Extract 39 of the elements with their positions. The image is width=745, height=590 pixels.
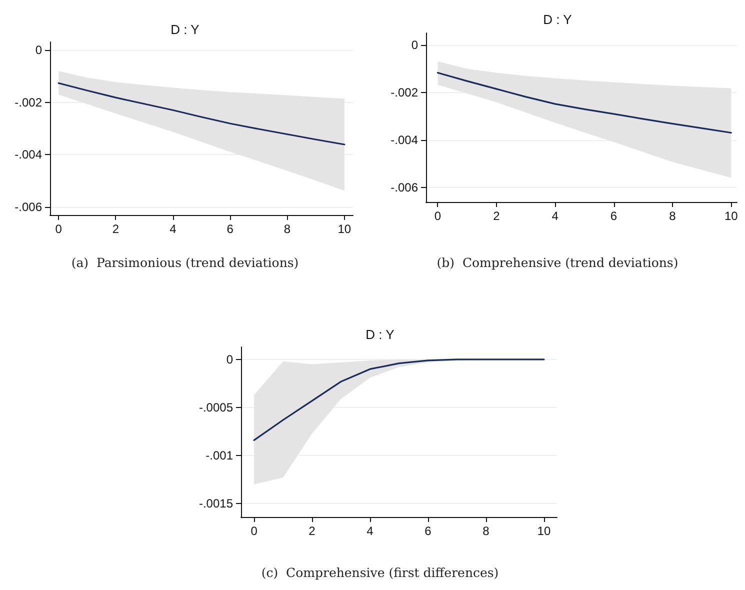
y-tick-label: 0	[35, 42, 42, 57]
y-tick-label: -.006	[14, 200, 42, 214]
x-tick-label: 6	[226, 222, 234, 236]
x-tick-label: 4	[366, 524, 374, 538]
x-tick-label: 8	[669, 209, 676, 223]
chart-title: D : Y	[543, 12, 572, 27]
x-tick-label: 0	[434, 209, 442, 223]
y-tick-label: 0	[411, 38, 418, 52]
y-tick-label: -.0005	[198, 400, 234, 415]
x-tick-label: 0	[250, 524, 258, 538]
y-tick-label: -.001	[206, 448, 234, 463]
x-tick-label: 4	[552, 209, 559, 223]
chart-title: D : Y	[366, 327, 395, 342]
x-tick-label: 8	[482, 524, 490, 538]
x-tick-label: 6	[610, 209, 618, 223]
y-tick-label: -.004	[390, 133, 418, 148]
x-tick-label: 10	[338, 222, 352, 236]
text: (b) Comprehensive (trend deviations)	[436, 255, 678, 270]
text: (a) Parsimonious (trend deviations)	[71, 255, 299, 270]
line-series	[253, 358, 545, 441]
y-tick-label: -.006	[390, 180, 418, 195]
x-tick-label: 10	[724, 209, 738, 223]
x-tick-label: 2	[308, 524, 316, 538]
line-series	[436, 72, 732, 134]
y-tick-label: -.002	[14, 95, 42, 110]
y-tick-label: -.0015	[198, 496, 234, 511]
line-series	[58, 82, 346, 146]
y-tick-label: 0	[226, 352, 234, 366]
x-tick-label: 6	[424, 524, 432, 538]
x-tick-label: 2	[493, 209, 500, 223]
x-tick-label: 0	[55, 222, 62, 236]
y-tick-label: -.004	[14, 148, 42, 162]
x-tick-label: 10	[537, 524, 551, 538]
x-tick-label: 4	[170, 222, 177, 236]
x-tick-label: 8	[284, 222, 291, 236]
text: (c) Comprehensive (first differences)	[261, 565, 499, 580]
chart-title: D : Y	[170, 22, 200, 37]
y-tick-label: -.002	[390, 86, 418, 100]
x-tick-label: 2	[112, 222, 120, 236]
